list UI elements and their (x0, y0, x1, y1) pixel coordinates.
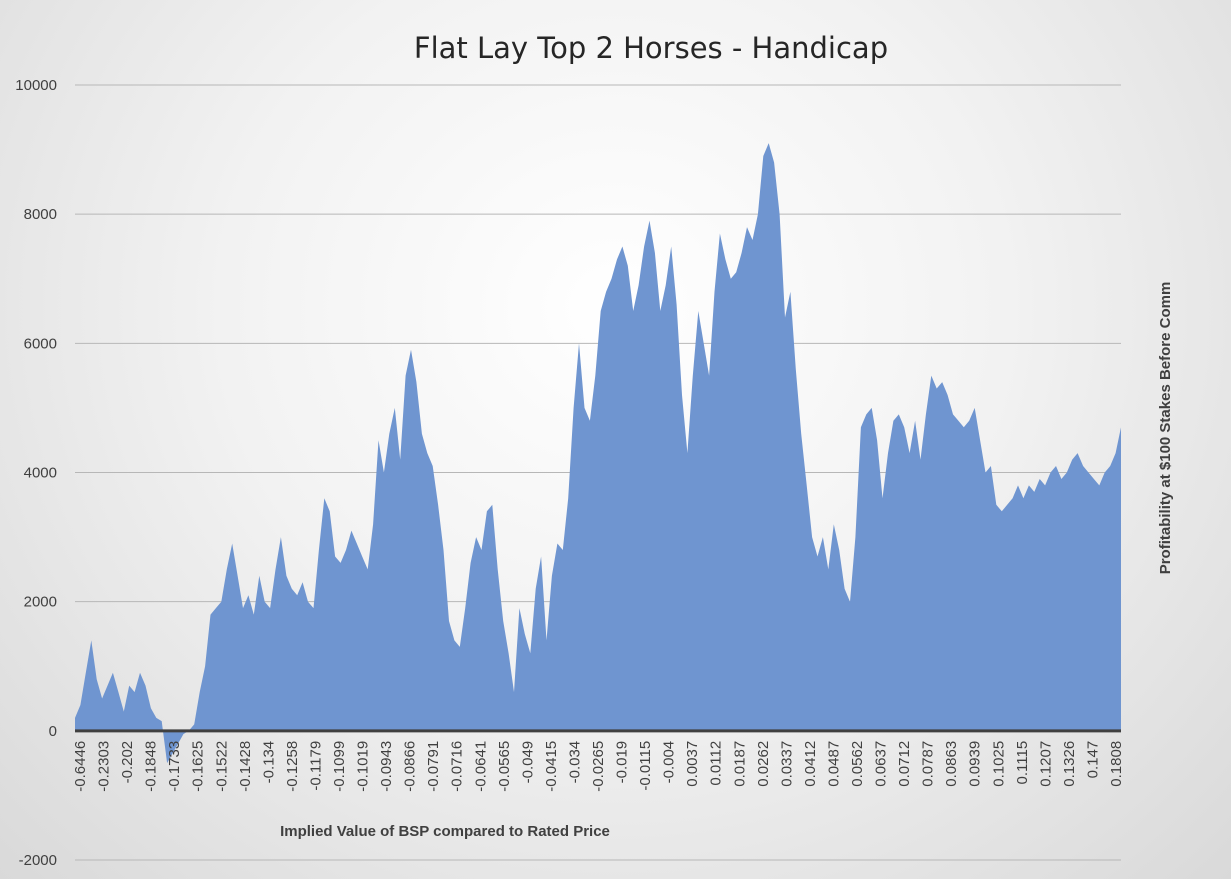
x-tick-label: 0.0562 (849, 741, 866, 787)
area-series (75, 143, 1121, 764)
x-tick-label: -0.0716 (449, 741, 466, 792)
x-tick-label: -0.0115 (637, 741, 654, 791)
x-tick-label: -0.1099 (331, 741, 348, 792)
x-tick-label: 0.0863 (943, 741, 960, 787)
x-tick-label: -0.0866 (402, 741, 419, 792)
x-tick-label: 0.147 (1085, 741, 1102, 779)
x-tick-label: -0.1428 (237, 741, 254, 792)
y-axis: 10000 8000 6000 4000 2000 0 -2000 (15, 77, 57, 869)
x-tick-label: -0.1733 (166, 741, 183, 792)
x-tick-label: -0.1625 (190, 741, 207, 792)
x-tick-label: -0.1019 (355, 741, 372, 792)
y-tick-label: 2000 (24, 594, 57, 611)
x-tick-label: 0.0262 (755, 741, 772, 787)
x-axis-title: Implied Value of BSP compared to Rated P… (280, 823, 610, 840)
x-tick-label: 0.1025 (990, 741, 1007, 787)
x-tick-label: 0.1115 (1014, 741, 1031, 785)
x-tick-label: -0.0415 (543, 741, 560, 792)
x-axis-ticks: -0.6446 -0.2303 -0.202 -0.1848 -0.1733 -0.162… (72, 741, 1125, 792)
x-tick-label: -0.034 (567, 741, 584, 784)
x-tick-label: -0.1179 (308, 741, 325, 791)
y-tick-label: 8000 (24, 206, 57, 223)
x-tick-label: -0.134 (260, 741, 277, 784)
x-tick-label: -0.2303 (96, 741, 113, 792)
x-tick-label: 0.1207 (1037, 741, 1054, 787)
x-tick-label: 0.0187 (731, 741, 748, 787)
y-tick-label: 0 (49, 723, 57, 740)
x-tick-label: 0.0787 (920, 741, 937, 787)
y-tick-label: 4000 (24, 465, 57, 482)
y-tick-label: 10000 (15, 77, 57, 94)
x-tick-label: -0.0641 (472, 741, 489, 792)
x-tick-label: 0.0112 (708, 741, 725, 786)
x-tick-label: 0.0412 (802, 741, 819, 787)
x-tick-label: 0.0939 (967, 741, 984, 787)
x-tick-label: -0.019 (614, 741, 631, 784)
x-tick-label: -0.1258 (284, 741, 301, 792)
x-tick-label: 0.0337 (778, 741, 795, 787)
x-tick-label: -0.0791 (425, 741, 442, 792)
x-tick-label: 0.0037 (684, 741, 701, 787)
x-tick-label: 0.0487 (826, 741, 843, 787)
x-tick-label: -0.004 (661, 741, 678, 784)
x-tick-label: -0.0565 (496, 741, 513, 792)
x-tick-label: -0.1848 (143, 741, 160, 792)
x-tick-label: 0.1326 (1061, 741, 1078, 787)
x-tick-label: -0.6446 (72, 741, 89, 792)
x-tick-label: -0.202 (119, 741, 136, 784)
x-tick-label: -0.049 (519, 741, 536, 784)
x-tick-label: 0.0712 (896, 741, 913, 787)
x-tick-label: -0.0265 (590, 741, 607, 792)
chart-title: Flat Lay Top 2 Horses - Handicap (414, 31, 888, 65)
y-axis-title: Profitability at $100 Stakes Before Comm (1157, 282, 1174, 575)
x-tick-label: 0.0637 (873, 741, 890, 787)
plot-area (75, 143, 1121, 764)
y-tick-label: -2000 (19, 852, 57, 869)
x-tick-label: -0.0943 (378, 741, 395, 792)
x-tick-label: -0.1522 (213, 741, 230, 792)
x-tick-label: 0.1808 (1108, 741, 1125, 787)
y-tick-label: 6000 (24, 335, 57, 352)
